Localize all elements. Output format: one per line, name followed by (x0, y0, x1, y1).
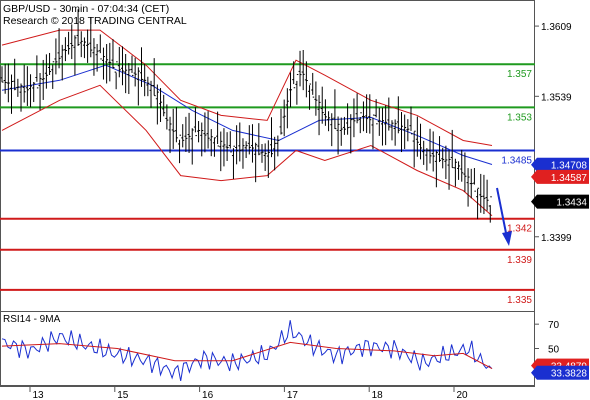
price-badge-0-pointer (531, 157, 537, 172)
level-label-4: 1.339 (507, 255, 532, 266)
x-tick-label: 16 (202, 390, 214, 400)
price-badge-1-box (537, 169, 589, 184)
chart-header-title: GBP/USD - 30min - 07:04:34 (CET) (3, 3, 169, 15)
x-tick-label: 15 (117, 390, 129, 400)
rsi-tick-label: 70 (548, 320, 560, 331)
level-label-0: 1.357 (507, 69, 532, 80)
rsi-badge-1-pointer (531, 365, 537, 380)
rsi-badge-1-box (537, 365, 589, 380)
rsi-title: RSI14 - 9MA (3, 314, 61, 325)
rsi-badge-1-label: 33.3828 (551, 369, 588, 380)
price-tick-label: 1.3539 (541, 92, 572, 103)
price-badge-0-label: 1.34708 (551, 161, 588, 172)
price-tick-label: 1.3609 (541, 22, 572, 33)
level-label-2: 1.3485 (501, 155, 532, 166)
moving-average-line (1, 64, 493, 165)
x-tick-label: 20 (456, 390, 468, 400)
price-badge-1-pointer (531, 169, 537, 184)
level-label-5: 1.335 (507, 295, 532, 306)
level-label-1: 1.353 (507, 112, 532, 123)
x-tick-label: 17 (287, 390, 299, 400)
chart-header-copyright: Research © 2018 TRADING CENTRAL (3, 15, 187, 27)
level-label-3: 1.342 (507, 224, 532, 235)
rsi-ma-line (1, 341, 493, 370)
rsi-panel-frame (0, 311, 535, 386)
bollinger-upper-line (1, 29, 493, 146)
price-badge-1-label: 1.34587 (551, 173, 588, 184)
forecast-arrow (496, 187, 512, 246)
rsi-tick-label: 50 (548, 345, 560, 356)
x-tick-label: 18 (372, 390, 384, 400)
price-badge-0-box (537, 157, 589, 172)
price-badge-2-label: 1.3434 (556, 198, 587, 209)
price-badge-2-pointer (531, 194, 537, 209)
price-tick-label: 1.3399 (541, 233, 572, 244)
price-badge-2-box (537, 194, 589, 209)
x-tick-label: 13 (32, 390, 44, 400)
rsi-line (1, 320, 493, 381)
bollinger-lower-line (1, 84, 493, 217)
